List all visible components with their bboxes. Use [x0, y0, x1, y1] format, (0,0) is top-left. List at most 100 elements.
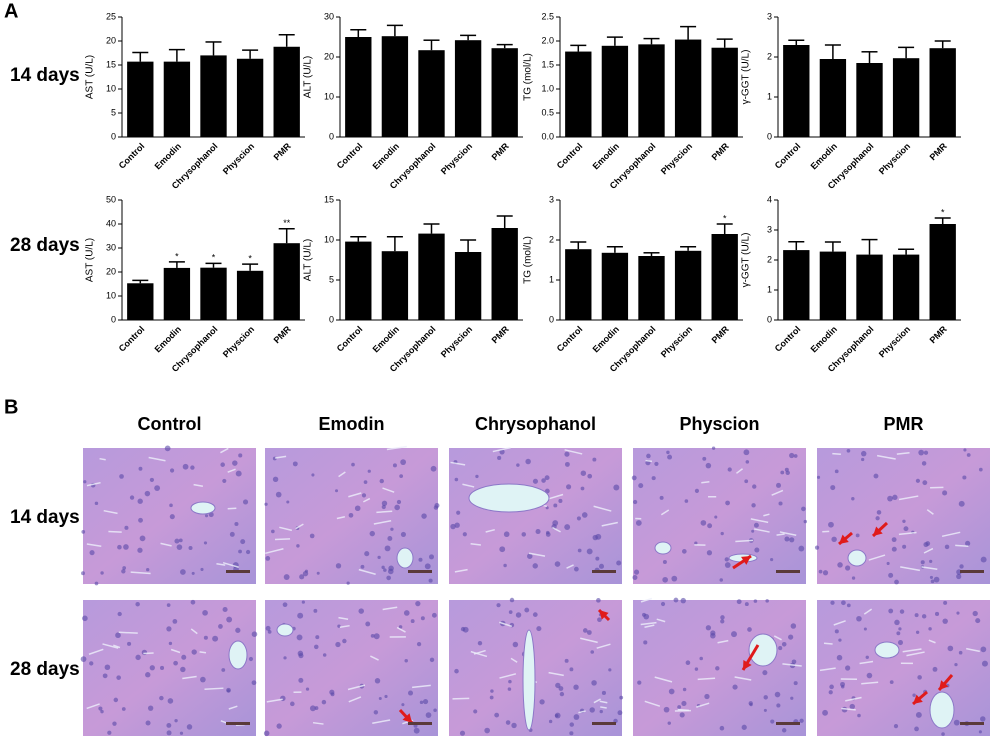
sinusoid: [900, 566, 921, 572]
sinusoid: [99, 457, 106, 461]
nucleus: [635, 520, 642, 526]
sinusoid: [492, 446, 511, 453]
sinusoid: [753, 528, 770, 533]
nucleus: [851, 576, 856, 580]
error-bar: [606, 36, 623, 46]
sinusoid: [348, 696, 362, 703]
nucleus: [896, 631, 901, 636]
nucleus: [559, 691, 565, 697]
nucleus: [591, 680, 597, 686]
nucleus: [662, 559, 667, 564]
nucleus: [190, 465, 195, 470]
y-axis-label: AST (U/L): [85, 55, 96, 99]
nucleus: [573, 684, 579, 690]
nucleus: [145, 720, 151, 726]
nucleus: [798, 545, 805, 552]
nucleus: [751, 503, 756, 508]
nucleus: [384, 545, 391, 552]
y-tick-label: 0: [111, 131, 116, 141]
chart: 0.0 0.5 1.0 1.5 2.0 2.5 TG (mol/L) Control Emodi…: [523, 11, 743, 191]
nucleus: [460, 626, 466, 632]
nucleus: [394, 504, 400, 511]
nucleus: [846, 448, 851, 453]
nucleus: [532, 563, 538, 569]
nucleus: [89, 661, 94, 666]
nucleus: [234, 521, 239, 527]
sinusoid: [279, 526, 293, 532]
sinusoid: [462, 483, 475, 488]
panel-label: A: [4, 0, 18, 22]
sinusoid: [470, 650, 488, 658]
nucleus: [272, 476, 279, 483]
tissue: [83, 600, 256, 736]
micrograph: [449, 446, 622, 584]
nucleus: [379, 478, 384, 484]
scale-bar: [226, 722, 250, 725]
nucleus: [222, 478, 227, 483]
nucleus: [903, 526, 909, 532]
histology-panel: Control Emodin Chrysophanol Physcion PMR 14 d…: [10, 414, 990, 737]
nucleus: [381, 500, 388, 507]
bar: [381, 251, 409, 320]
bar: [856, 63, 883, 137]
arrow-head: [743, 660, 752, 670]
nucleus: [309, 705, 316, 712]
bar: [273, 46, 300, 138]
error-bar: [460, 34, 477, 41]
sinusoid: [896, 451, 910, 455]
nucleus: [902, 519, 906, 523]
sinusoid: [220, 447, 229, 454]
nucleus: [429, 554, 434, 560]
y-tick-label: 15: [324, 194, 334, 204]
nucleus: [315, 635, 320, 640]
nucleus: [851, 497, 855, 501]
nucleus: [677, 705, 682, 709]
tissue: [817, 448, 990, 584]
y-tick-label: 20: [324, 51, 334, 61]
sinusoid: [193, 483, 204, 487]
nucleus: [373, 633, 380, 640]
nucleus: [715, 666, 720, 671]
nucleus: [943, 600, 948, 605]
nucleus: [119, 474, 124, 479]
sinusoid: [372, 719, 391, 724]
x-tick-label: Physcion: [877, 141, 912, 176]
nucleus: [176, 544, 183, 550]
sinusoid: [601, 521, 618, 527]
nucleus: [182, 463, 189, 470]
sinusoid: [640, 597, 653, 603]
sinusoid: [926, 509, 934, 515]
nucleus: [400, 531, 406, 537]
sinusoid: [108, 530, 122, 533]
nucleus: [548, 719, 553, 724]
y-tick-label: 1: [767, 91, 772, 101]
nucleus: [160, 665, 165, 670]
sinusoid: [593, 698, 601, 704]
nucleus: [104, 664, 111, 671]
scale-bar: [960, 570, 984, 573]
nucleus: [388, 568, 394, 575]
sinusoid: [966, 647, 980, 653]
nucleus: [975, 618, 981, 624]
nucleus: [166, 626, 172, 632]
nucleus: [186, 724, 193, 730]
sinusoid: [644, 700, 661, 707]
nucleus: [929, 575, 933, 579]
micrograph: [80, 599, 258, 736]
sinusoid: [596, 643, 611, 649]
nucleus: [732, 684, 738, 690]
error-bar: [168, 261, 185, 268]
nucleus: [942, 490, 948, 496]
micrograph: [633, 597, 806, 736]
nucleus: [770, 558, 774, 562]
nucleus: [238, 453, 243, 458]
error-bar: [788, 39, 805, 45]
y-tick-label: 50: [106, 194, 116, 204]
nucleus: [433, 505, 439, 510]
nucleus: [348, 512, 354, 518]
sinusoid: [735, 539, 754, 543]
sinusoid: [656, 618, 666, 623]
nucleus: [681, 700, 687, 707]
y-axis-label: γ-GGT (U/L): [741, 50, 752, 105]
bar: [892, 254, 920, 320]
